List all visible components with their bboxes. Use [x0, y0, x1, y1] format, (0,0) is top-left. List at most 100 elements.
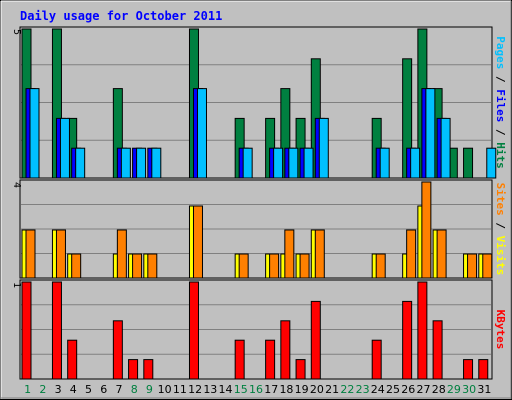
bar-pages-day-7: [120, 147, 131, 179]
bar-kbytes-day-26: [402, 300, 413, 380]
x-tick-label-day-18: 18: [279, 383, 293, 396]
series-label-part: Visits: [494, 236, 507, 276]
x-tick-label-day-1: 1: [24, 383, 31, 396]
bar-sites-day-24: [375, 253, 386, 279]
x-tick-label-day-10: 10: [158, 383, 172, 396]
series-label-part: Hits: [494, 142, 507, 169]
bar-pages-day-8: [136, 147, 147, 179]
series-label-part: Files: [494, 89, 507, 122]
bar-kbytes-day-7: [112, 320, 123, 380]
bar-kbytes-day-8: [128, 359, 139, 380]
x-tick-label-day-20: 20: [310, 383, 324, 396]
x-tick-label-day-26: 26: [401, 383, 415, 396]
bar-kbytes-day-24: [371, 339, 382, 380]
bar-pages-day-1: [29, 88, 40, 179]
bar-pages-day-3: [59, 117, 70, 179]
x-tick-label-day-4: 4: [70, 383, 77, 396]
panel-kbytes: 1 KBytes: [11, 279, 507, 380]
x-tick-label-day-15: 15: [234, 383, 248, 396]
bar-pages-day-24: [379, 147, 390, 179]
x-tick-label-day-27: 27: [416, 383, 430, 396]
chart-title: Daily usage for October 2011: [20, 9, 222, 23]
bar-pages-day-18: [288, 147, 299, 179]
x-tick-label-day-21: 21: [325, 383, 339, 396]
bar-kbytes-day-4: [67, 339, 78, 380]
panel-hits-files-pages: 5 Pages / Files / Hits: [11, 26, 507, 179]
x-tick-label-day-24: 24: [371, 383, 385, 396]
bar-pages-day-20: [318, 117, 329, 179]
bar-hits-day-30: [463, 147, 474, 179]
x-tick-label-day-9: 9: [146, 383, 153, 396]
bar-pages-day-4: [75, 147, 86, 179]
bar-sites-day-12: [192, 205, 203, 279]
x-axis-tick-labels: 1 2 3 4 5 6 7 8 9 10 11 12 13 14 15 16 17 18 19 20 21 22 23 24 2…: [24, 383, 491, 396]
x-tick-label-day-17: 17: [264, 383, 278, 396]
bar-pages-day-26: [410, 147, 421, 179]
series-label-part: Sites: [494, 183, 507, 216]
x-tick-label-day-25: 25: [386, 383, 400, 396]
x-tick-label-day-8: 8: [131, 383, 138, 396]
bar-pages-day-17: [273, 147, 284, 179]
series-label-visits-sites: Sites / Visits: [494, 183, 507, 276]
x-tick-label-day-14: 14: [219, 383, 233, 396]
bar-pages-day-31: [486, 147, 497, 179]
bar-sites-day-27: [421, 181, 432, 279]
series-label-part: /: [494, 69, 507, 89]
y-axis-max-label: 1: [11, 282, 22, 288]
bar-kbytes-day-17: [265, 339, 276, 380]
x-tick-label-day-6: 6: [100, 383, 107, 396]
series-label-part: /: [494, 216, 507, 236]
x-tick-label-day-23: 23: [356, 383, 370, 396]
bar-kbytes-day-30: [463, 359, 474, 380]
bar-kbytes-day-20: [310, 300, 321, 380]
bar-sites-day-9: [147, 253, 158, 279]
chart-panels: 5 Pages / Files / Hits 4 Sites / Visits 1 KBy…: [11, 26, 507, 380]
x-tick-label-day-2: 2: [39, 383, 46, 396]
bar-sites-day-1: [25, 229, 36, 279]
bar-sites-day-17: [269, 253, 280, 279]
bar-sites-day-8: [132, 253, 143, 279]
bar-sites-day-20: [314, 229, 325, 279]
bar-kbytes-day-31: [478, 359, 489, 380]
bar-sites-day-15: [238, 253, 249, 279]
series-label-part: /: [494, 122, 507, 142]
series-label-kbytes: KBytes: [494, 310, 507, 350]
bar-kbytes-day-18: [280, 320, 291, 380]
x-tick-label-day-22: 22: [340, 383, 354, 396]
bar-sites-day-19: [299, 253, 310, 279]
x-tick-label-day-3: 3: [55, 383, 62, 396]
bar-pages-day-15: [242, 147, 253, 179]
bar-pages-day-19: [303, 147, 314, 179]
bar-kbytes-day-9: [143, 359, 154, 380]
x-tick-label-day-28: 28: [432, 383, 446, 396]
bar-pages-day-27: [425, 88, 436, 179]
bar-sites-day-28: [436, 229, 447, 279]
x-tick-label-day-19: 19: [295, 383, 309, 396]
bar-pages-day-12: [196, 88, 207, 179]
x-tick-label-day-16: 16: [249, 383, 263, 396]
bar-kbytes-day-15: [234, 339, 245, 380]
bar-sites-day-4: [71, 253, 82, 279]
bar-kbytes-day-19: [295, 359, 306, 380]
bar-kbytes-day-1: [21, 281, 32, 380]
series-label-hits-files-pages: Pages / Files / Hits: [494, 36, 507, 169]
bar-sites-day-3: [55, 229, 66, 279]
bar-sites-day-26: [406, 229, 417, 279]
x-tick-label-day-12: 12: [188, 383, 202, 396]
bar-sites-day-31: [482, 253, 493, 279]
bar-sites-day-18: [284, 229, 295, 279]
x-tick-label-day-5: 5: [85, 383, 92, 396]
bar-kbytes-day-28: [432, 320, 443, 380]
x-tick-label-day-7: 7: [115, 383, 122, 396]
series-label-part: Pages: [494, 36, 507, 69]
x-tick-label-day-30: 30: [462, 383, 476, 396]
bar-kbytes-day-27: [417, 281, 428, 380]
x-tick-label-day-31: 31: [477, 383, 491, 396]
panel-visits-sites: 4 Sites / Visits: [11, 179, 507, 279]
x-tick-label-day-29: 29: [447, 383, 461, 396]
x-tick-label-day-11: 11: [173, 383, 187, 396]
bar-sites-day-30: [467, 253, 478, 279]
x-tick-label-day-13: 13: [203, 383, 217, 396]
y-axis-max-label: 4: [11, 182, 22, 188]
